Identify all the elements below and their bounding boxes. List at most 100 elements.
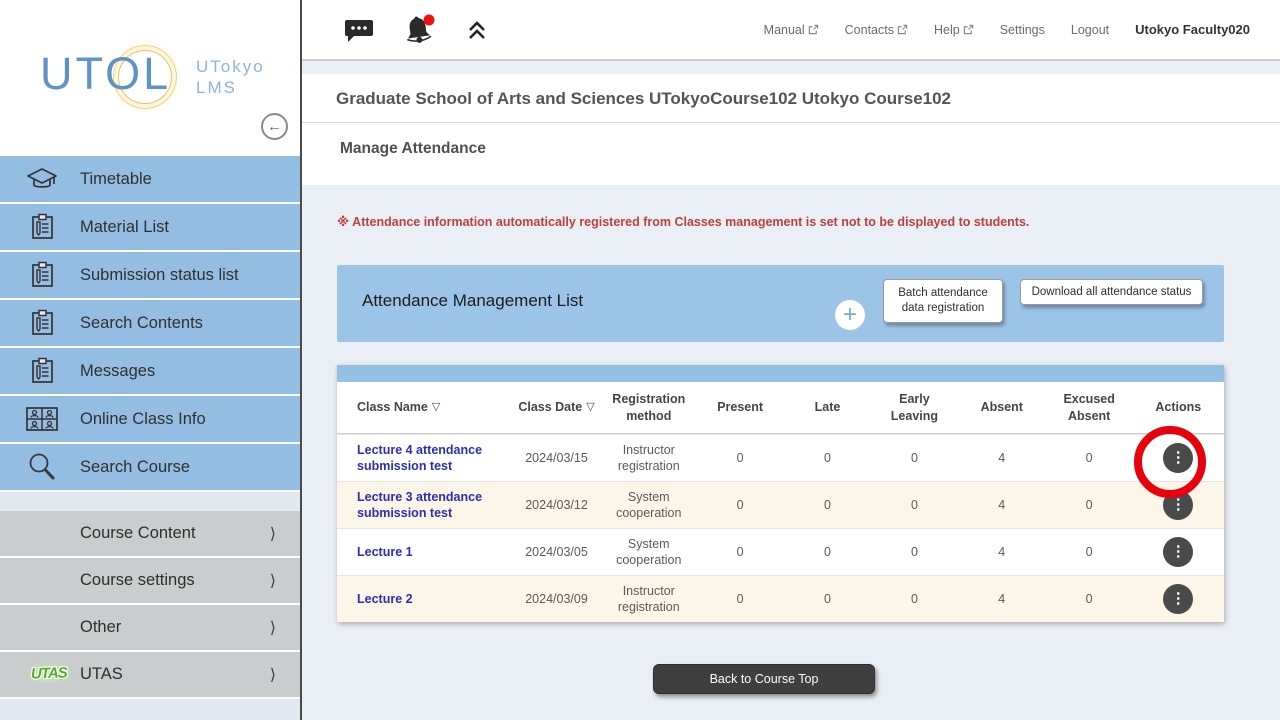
utas-logo-icon: UTAS bbox=[25, 661, 73, 686]
late-cell: 0 bbox=[824, 450, 831, 465]
sidebar-item-label: Other bbox=[80, 618, 122, 636]
chat-icon[interactable] bbox=[344, 17, 374, 43]
sidebar-item-messages[interactable]: Messages bbox=[0, 348, 300, 396]
late-cell: 0 bbox=[824, 591, 831, 606]
chevron-right-icon: ⟩ bbox=[269, 666, 276, 684]
table-row: Lecture 3 attendance submission test 202… bbox=[337, 481, 1224, 528]
present-cell: 0 bbox=[736, 544, 744, 559]
row-actions-button[interactable]: ⋮ bbox=[1163, 584, 1194, 614]
search-icon bbox=[22, 451, 62, 483]
class-link[interactable]: Lecture 1 bbox=[357, 544, 413, 559]
table-row: Lecture 2 2024/03/09 Instructor registra… bbox=[337, 575, 1224, 622]
video-conference-icon bbox=[22, 403, 62, 435]
clipboard-icon bbox=[22, 211, 62, 243]
graduation-cap-icon bbox=[22, 163, 62, 195]
sidebar-item-search-contents[interactable]: Search Contents bbox=[0, 300, 300, 348]
title-band: Graduate School of Arts and Sciences UTo… bbox=[302, 74, 1280, 185]
attendance-notice: ※ Attendance information automatically r… bbox=[337, 215, 1030, 229]
class-date-cell: 2024/03/12 bbox=[525, 497, 588, 512]
panel-title: Attendance Management List bbox=[362, 291, 584, 310]
sidebar-item-submission-status-list[interactable]: Submission status list bbox=[0, 252, 300, 300]
back-to-course-top-button[interactable]: Back to Course Top bbox=[652, 664, 876, 694]
sidebar-item-course-content[interactable]: Course Content ⟩ bbox=[0, 511, 300, 558]
present-cell: 0 bbox=[736, 450, 744, 465]
sidebar-item-label: Material List bbox=[80, 217, 169, 236]
absent-cell: 4 bbox=[998, 450, 1006, 465]
attendance-table: Class Name ▽ Class Date ▽ Registration m… bbox=[337, 365, 1224, 622]
sidebar-item-label: Course Content bbox=[80, 524, 196, 542]
column-header-actions: Actions bbox=[1155, 400, 1202, 415]
present-cell: 0 bbox=[736, 497, 744, 512]
clipboard-icon bbox=[22, 259, 62, 291]
kebab-menu-icon: ⋮ bbox=[1170, 449, 1186, 466]
column-header-class-date[interactable]: Class Date ▽ bbox=[518, 400, 595, 415]
table-header-row: Class Name ▽ Class Date ▽ Registration m… bbox=[337, 382, 1224, 434]
column-header-present: Present bbox=[717, 400, 764, 415]
column-header-excused-absent: Excused Absent bbox=[1063, 392, 1115, 423]
sidebar-item-label: Timetable bbox=[80, 169, 152, 188]
kebab-menu-icon: ⋮ bbox=[1170, 496, 1186, 513]
column-header-late: Late bbox=[814, 400, 841, 415]
manual-link[interactable]: Manual bbox=[764, 23, 819, 37]
sidebar-item-material-list[interactable]: Material List bbox=[0, 204, 300, 252]
class-link[interactable]: Lecture 3 attendance submission test bbox=[357, 489, 483, 520]
collapse-up-icon[interactable] bbox=[466, 19, 488, 41]
row-actions-button[interactable]: ⋮ bbox=[1163, 443, 1194, 473]
download-all-attendance-button[interactable]: Download all attendance status bbox=[1020, 279, 1203, 305]
sidebar-item-label: Submission status list bbox=[80, 265, 239, 284]
notifications-bell-icon[interactable] bbox=[402, 14, 438, 46]
logo-subtitle: UTokyo LMS bbox=[196, 57, 265, 98]
class-date-cell: 2024/03/05 bbox=[525, 544, 588, 559]
logo-text: UTOL bbox=[40, 48, 172, 99]
excused-absent-cell: 0 bbox=[1085, 591, 1093, 606]
sidebar-item-search-course[interactable]: Search Course bbox=[0, 444, 300, 492]
external-link-icon bbox=[963, 24, 973, 35]
sidebar-item-other[interactable]: Other ⟩ bbox=[0, 605, 300, 652]
kebab-menu-icon: ⋮ bbox=[1170, 590, 1186, 607]
batch-attendance-registration-button[interactable]: Batch attendance data registration bbox=[883, 279, 1003, 323]
sidebar-item-timetable[interactable]: Timetable bbox=[0, 156, 300, 204]
external-link-icon bbox=[897, 24, 908, 35]
column-header-early-leaving: Early Leaving bbox=[890, 392, 939, 423]
row-actions-button[interactable]: ⋮ bbox=[1163, 537, 1194, 567]
late-cell: 0 bbox=[824, 497, 831, 512]
sidebar: UTOL UTokyo LMS ← Timetable Material Lis… bbox=[0, 0, 300, 720]
column-header-class-name[interactable]: Class Name ▽ bbox=[357, 400, 441, 415]
left-arrow-icon: ← bbox=[267, 118, 282, 135]
registration-method-cell: Instructor registration bbox=[617, 442, 680, 473]
table-row: Lecture 4 attendance submission test 202… bbox=[337, 434, 1224, 481]
settings-link[interactable]: Settings bbox=[999, 22, 1045, 37]
excused-absent-cell: 0 bbox=[1085, 497, 1093, 512]
logo-rings-decoration bbox=[118, 50, 172, 104]
early-leaving-cell: 0 bbox=[910, 450, 918, 465]
row-actions-button[interactable]: ⋮ bbox=[1163, 490, 1194, 520]
table-top-strip bbox=[337, 365, 1224, 382]
sidebar-item-label: Course settings bbox=[80, 571, 195, 589]
add-attendance-button[interactable]: + bbox=[835, 300, 865, 330]
band-gap bbox=[302, 61, 1280, 74]
contacts-link[interactable]: Contacts bbox=[845, 23, 908, 37]
sidebar-collapse-button[interactable]: ← bbox=[261, 113, 288, 140]
class-link[interactable]: Lecture 4 attendance submission test bbox=[357, 442, 483, 473]
registration-method-cell: System cooperation bbox=[616, 536, 682, 567]
logo-area: UTOL UTokyo LMS ← bbox=[0, 0, 300, 156]
utol-logo: UTOL bbox=[40, 48, 172, 104]
logout-link[interactable]: Logout bbox=[1070, 22, 1110, 37]
chevron-right-icon: ⟩ bbox=[269, 619, 276, 637]
late-cell: 0 bbox=[824, 544, 831, 559]
absent-cell: 4 bbox=[998, 497, 1006, 512]
sidebar-item-label: Search Contents bbox=[80, 313, 203, 332]
topbar: Manual Contacts Help Settings Logout Uto… bbox=[302, 0, 1280, 61]
absent-cell: 4 bbox=[998, 591, 1006, 606]
main-area: Manual Contacts Help Settings Logout Uto… bbox=[300, 0, 1280, 720]
sidebar-spacer bbox=[0, 492, 300, 511]
sidebar-item-course-settings[interactable]: Course settings ⟩ bbox=[0, 558, 300, 605]
early-leaving-cell: 0 bbox=[910, 544, 918, 559]
class-link[interactable]: Lecture 2 bbox=[357, 591, 413, 606]
sidebar-item-online-class-info[interactable]: Online Class Info bbox=[0, 396, 300, 444]
class-date-cell: 2024/03/15 bbox=[525, 450, 588, 465]
back-button-container: Back to Course Top bbox=[302, 664, 1226, 694]
sidebar-item-utas[interactable]: UTAS UTAS ⟩ bbox=[0, 652, 300, 699]
notification-dot bbox=[423, 14, 435, 25]
help-link[interactable]: Help bbox=[934, 23, 974, 37]
